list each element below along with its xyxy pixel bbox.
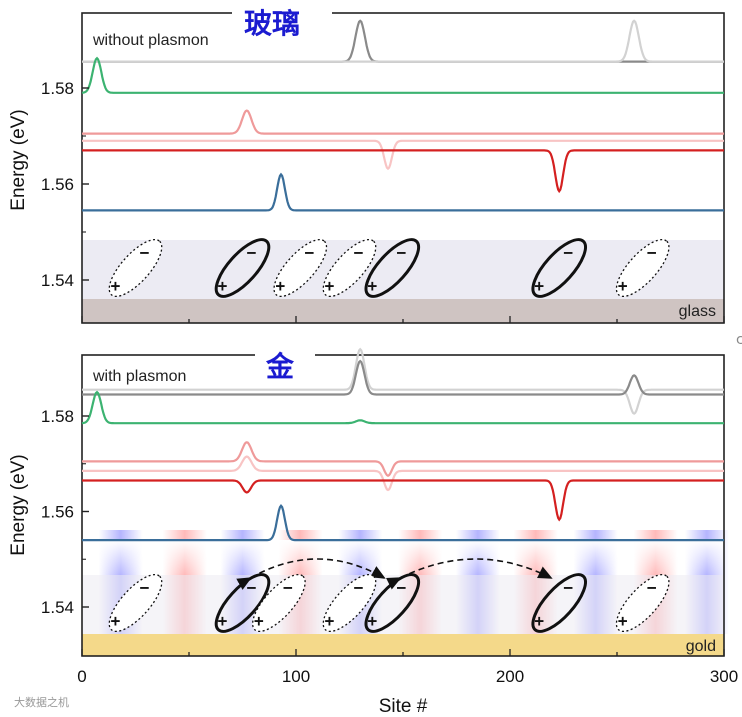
top-series-group (81, 19, 724, 212)
minus-charge: − (304, 243, 314, 262)
x-tick-label: 200 (496, 667, 524, 686)
top-y-ticks: 1.54 1.56 1.58 (41, 79, 89, 290)
dipole-ellipse (531, 573, 587, 633)
excited-dipole (531, 238, 587, 298)
plus-charge: + (275, 276, 285, 295)
series-line-blue (82, 172, 724, 212)
dipole-ellipse (615, 239, 670, 297)
excited-dipole (214, 238, 271, 298)
bottom-panel: 金 with plasmon gold −+−+−+−+−+−+−+ 1.541… (8, 347, 738, 717)
excited-dipole (531, 573, 587, 633)
bottom-y-axis-title: Energy (eV) (8, 454, 29, 555)
series-line-light-gray (82, 19, 724, 63)
minus-charge: − (647, 243, 657, 262)
excited-dipole (214, 573, 271, 633)
x-tick-labels: 0 100 200 300 (77, 667, 738, 686)
x-tick-label: 0 (77, 667, 86, 686)
y-tick-label: 1.56 (41, 175, 74, 194)
bottom-y-ticks: 1.54 1.56 1.58 (41, 407, 89, 617)
plus-charge: + (111, 276, 121, 295)
coupling-arrows (236, 558, 553, 590)
series-line-gray (82, 359, 724, 396)
dipole (615, 239, 670, 297)
plus-charge: + (325, 611, 335, 630)
series-line-red (82, 149, 724, 194)
y-tick-label: 1.58 (41, 407, 74, 426)
top-title-gap (232, 6, 332, 20)
plus-charge: + (111, 611, 121, 630)
plus-charge: + (218, 611, 228, 630)
minus-charge: − (283, 578, 293, 597)
series-line-light-gray (82, 347, 724, 415)
series-line-light-pink (82, 139, 724, 171)
top-cn-title: 玻璃 (244, 7, 300, 40)
bottom-series-group (81, 347, 724, 542)
watermark: 大数据之机 (14, 695, 69, 709)
bottom-panel-note: with plasmon (92, 368, 186, 385)
minus-charge: − (247, 578, 257, 597)
y-tick-label: 1.54 (41, 271, 74, 290)
dipole (322, 239, 377, 297)
x-tick-label: 100 (282, 667, 310, 686)
coupling-arrow (236, 558, 386, 590)
top-x-ticks (81, 316, 725, 323)
plus-charge: + (325, 276, 335, 295)
minus-charge: − (563, 578, 573, 597)
plus-charge: + (218, 276, 228, 295)
x-tick-label: 300 (710, 667, 738, 686)
y-tick-label: 1.54 (41, 598, 74, 617)
dipole-ellipse (364, 238, 421, 298)
x-axis-title: Site # (379, 696, 428, 717)
series-line-light-pink (82, 455, 724, 492)
minus-charge: − (647, 578, 657, 597)
minus-charge: − (354, 243, 364, 262)
gold-substrate (82, 634, 724, 656)
y-tick-label: 1.58 (41, 79, 74, 98)
stray-mark: c (736, 332, 742, 348)
series-line-green (81, 56, 724, 94)
plus-charge: + (534, 276, 544, 295)
top-panel: 玻璃 without plasmon glass −+−+−+−+−+−+−+ … (8, 6, 725, 324)
excited-dipole (364, 238, 421, 298)
minus-charge: − (396, 578, 406, 597)
minus-charge: − (563, 243, 573, 262)
series-line-red (82, 479, 724, 522)
dipole-ellipse (214, 573, 271, 633)
minus-charge: − (354, 578, 364, 597)
series-line-blue (82, 504, 724, 542)
dipole (273, 239, 328, 297)
dipole-ellipse (531, 238, 587, 298)
dipole-ellipse (214, 238, 271, 298)
bottom-cn-title: 金 (265, 350, 295, 383)
plus-charge: + (618, 276, 628, 295)
series-line-pink (82, 441, 724, 477)
bottom-x-ticks (81, 649, 725, 656)
dipole-ellipse (273, 239, 328, 297)
plus-charge: + (534, 611, 544, 630)
dipole-ellipse (364, 573, 421, 633)
bottom-dipoles-group: −+−+−+−+−+−+−+ (108, 573, 670, 633)
plus-charge: + (254, 611, 264, 630)
minus-charge: − (140, 578, 150, 597)
plus-charge: + (367, 276, 377, 295)
minus-charge: − (247, 243, 257, 262)
dipole-ellipse (322, 239, 377, 297)
series-line-pink (82, 109, 724, 135)
bottom-title-gap (255, 348, 315, 362)
top-y-axis-title: Energy (eV) (8, 109, 29, 210)
minus-charge: − (140, 243, 150, 262)
plus-charge: + (367, 611, 377, 630)
minus-charge: − (396, 243, 406, 262)
series-line-green (81, 390, 724, 425)
top-substrate-label: glass (679, 303, 716, 320)
plus-charge: + (618, 611, 628, 630)
excited-dipole (364, 573, 421, 633)
top-panel-note: without plasmon (92, 32, 209, 49)
y-tick-label: 1.56 (41, 503, 74, 522)
bottom-substrate-label: gold (686, 638, 716, 655)
